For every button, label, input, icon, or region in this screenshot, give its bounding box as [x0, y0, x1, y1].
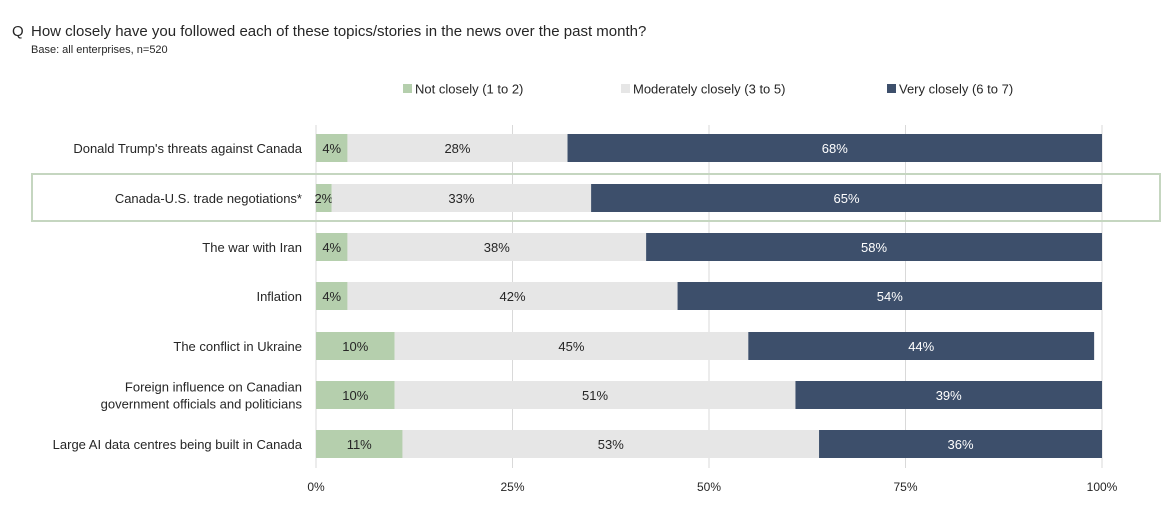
question-text: How closely have you followed each of th…	[31, 23, 647, 40]
data-label: 53%	[598, 437, 624, 452]
bar-segment	[677, 282, 1102, 310]
data-label: 28%	[444, 141, 470, 156]
data-label: 51%	[582, 388, 608, 403]
data-label: 68%	[822, 141, 848, 156]
data-label: 4%	[322, 240, 341, 255]
category-label: Canada-U.S. trade negotiations*	[115, 191, 302, 206]
category-label: Large AI data centres being built in Can…	[53, 437, 303, 452]
data-label: 4%	[322, 289, 341, 304]
data-label: 10%	[342, 339, 368, 354]
data-label: 39%	[936, 388, 962, 403]
data-label: 2%	[314, 191, 333, 206]
data-label: 11%	[347, 437, 372, 452]
bar-segment	[394, 381, 796, 409]
data-label: 38%	[484, 240, 510, 255]
data-label: 4%	[322, 141, 341, 156]
bar-segment	[316, 430, 403, 458]
data-label: 58%	[861, 240, 887, 255]
bar-segment	[316, 381, 395, 409]
x-tick-label: 100%	[1087, 480, 1118, 494]
category-label: The war with Iran	[202, 240, 302, 255]
bar-segment	[316, 282, 348, 310]
x-tick-label: 25%	[500, 480, 524, 494]
bar-segment	[591, 184, 1102, 212]
data-label: 45%	[558, 339, 584, 354]
data-label: 44%	[908, 339, 934, 354]
bar-segment	[402, 430, 820, 458]
legend-label-very-closely-6-to-7: Very closely (6 to 7)	[899, 82, 1013, 97]
legend-label-moderately-closely-3-to-5: Moderately closely (3 to 5)	[633, 82, 785, 97]
data-label: 33%	[448, 191, 474, 206]
question-prefix: Q	[12, 23, 24, 40]
data-label: 36%	[948, 437, 974, 452]
bar-segment	[347, 282, 678, 310]
base-note: Base: all enterprises, n=520	[31, 44, 168, 56]
x-tick-label: 0%	[307, 480, 325, 494]
bar-segment	[347, 134, 568, 162]
data-label: 54%	[877, 289, 903, 304]
bar-segment	[646, 233, 1102, 261]
data-label: 42%	[499, 289, 525, 304]
x-tick-label: 75%	[893, 480, 917, 494]
bar-segment	[316, 134, 348, 162]
bar-segment	[394, 332, 749, 360]
x-tick-label: 50%	[697, 480, 721, 494]
category-label: Foreign influence on Canadian government …	[101, 380, 303, 412]
bar-segment	[316, 233, 348, 261]
bar-segment	[316, 184, 332, 212]
bar-segment	[748, 332, 1095, 360]
category-label: Inflation	[256, 289, 302, 304]
data-label: 10%	[342, 388, 368, 403]
bar-segment	[567, 134, 1102, 162]
highlight-box	[31, 173, 1161, 222]
category-label: Donald Trump's threats against Canada	[73, 141, 302, 156]
bar-segment	[331, 184, 592, 212]
legend-swatch-not-closely-1-to-2	[403, 84, 412, 93]
data-label: 65%	[834, 191, 860, 206]
bar-segment	[316, 332, 395, 360]
legend-swatch-very-closely-6-to-7	[887, 84, 896, 93]
legend-label-not-closely-1-to-2: Not closely (1 to 2)	[415, 82, 523, 97]
legend-swatch-moderately-closely-3-to-5	[621, 84, 630, 93]
bar-segment	[795, 381, 1102, 409]
category-label: The conflict in Ukraine	[173, 339, 302, 354]
bar-segment	[347, 233, 647, 261]
bar-segment	[819, 430, 1102, 458]
